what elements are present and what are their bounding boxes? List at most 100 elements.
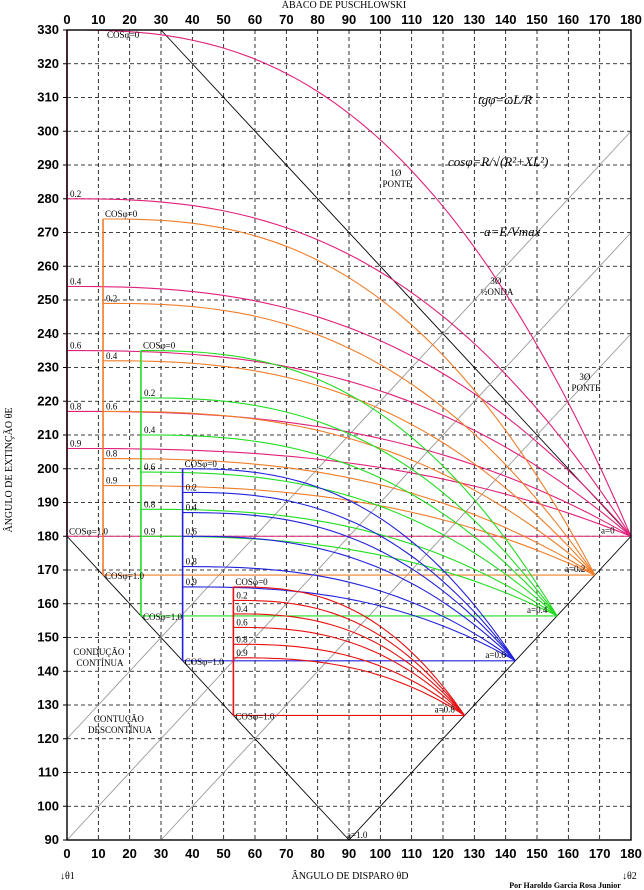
curve-a=0.8-cos-0.6 — [233, 626, 465, 716]
x-tick-bottom-150: 150 — [526, 846, 548, 861]
curve-a=0.6-cos-0.8 — [182, 566, 516, 662]
x-tick-bottom-20: 20 — [122, 846, 136, 861]
curve-a=0.8-cos-0 — [233, 586, 466, 716]
curve-a=0.4-cos-0 — [140, 350, 558, 617]
x-tick-top-30: 30 — [154, 12, 168, 27]
cos1-label-a=0.4: COSφ=1.0 — [143, 612, 183, 622]
y-tick-300: 300 — [37, 123, 59, 138]
x-tick-top-150: 150 — [526, 12, 548, 27]
cos1-label-a=0: COSφ=1.0 — [69, 526, 109, 536]
cos0-label-a=0.4: COSφ=0 — [143, 341, 176, 351]
a-label-a=0.4: a=0.4 — [527, 605, 548, 615]
region-3phase-half-line1: 3Ø — [490, 276, 502, 286]
curve-a=0.8-cos-0.4 — [233, 613, 466, 716]
y-tick-180: 180 — [37, 528, 59, 543]
y-tick-250: 250 — [37, 292, 59, 307]
x-tick-top-140: 140 — [495, 12, 517, 27]
cos-label-a=0-0.9: 0.9 — [70, 439, 82, 449]
x-tick-bottom-0: 0 — [63, 846, 70, 861]
x-tick-bottom-140: 140 — [495, 846, 517, 861]
y-tick-220: 220 — [37, 393, 59, 408]
boundary-cos0 — [160, 29, 632, 537]
cos-label-a=0.4-0.2: 0.2 — [144, 388, 155, 398]
cos-label-a=0-0.8: 0.8 — [70, 401, 82, 411]
region-continuous-line1: CONDUÇÃO — [73, 647, 125, 657]
cos-label-a=0.2-0.4: 0.4 — [106, 351, 118, 361]
x-tick-bottom-130: 130 — [463, 846, 485, 861]
x-tick-top-0: 0 — [63, 12, 70, 27]
x-tick-bottom-50: 50 — [216, 846, 230, 861]
a-label-a=0.6: a=0.6 — [485, 650, 506, 660]
x-tick-top-130: 130 — [463, 12, 485, 27]
y-tick-160: 160 — [37, 596, 59, 611]
x-tick-top-180: 180 — [620, 12, 642, 27]
y-tick-320: 320 — [37, 56, 59, 71]
curve-a=0.4-cos-0.6 — [140, 471, 558, 617]
x-tick-top-120: 120 — [432, 12, 454, 27]
gray-diag-3 — [160, 333, 632, 841]
cos1-label-a=0.8: COSφ=1.0 — [235, 711, 275, 721]
cos-label-a=0.4-0.8: 0.8 — [144, 499, 156, 509]
curve-a=0.8-cos-0.9 — [233, 657, 465, 716]
region-3phase-half-line2: ½ONDA — [481, 287, 514, 297]
x-tick-bottom-90: 90 — [342, 846, 356, 861]
chart-title: ÁBACO DE PUSCHLOWSKI — [282, 0, 406, 11]
region-3phase-bridge-line1: 3Ø — [579, 372, 591, 382]
region-3phase-bridge-line2: PONTE — [572, 383, 602, 393]
x-tick-bottom-110: 110 — [401, 846, 422, 861]
x-tick-top-110: 110 — [401, 12, 422, 27]
region-1phase-bridge-line2: PONTE — [383, 179, 413, 189]
region-continuous-line2: CONTÍNUA — [77, 658, 124, 668]
formula-tg: tgφ=ωL/R — [478, 92, 532, 107]
cos-label-a=0.8-0.2: 0.2 — [236, 590, 247, 600]
curve-a=0.8-cos-0.8 — [233, 643, 465, 716]
cos-label-a=0.8-0.4: 0.4 — [236, 604, 248, 614]
y-tick-330: 330 — [37, 22, 59, 37]
cos1-label-a=0.6: COSφ=1.0 — [185, 657, 225, 667]
x-tick-top-90: 90 — [342, 12, 356, 27]
x-tick-bottom-10: 10 — [91, 846, 105, 861]
theta2-label: ↓θ2 — [622, 871, 637, 882]
x-tick-bottom-160: 160 — [557, 846, 579, 861]
y-tick-190: 190 — [37, 495, 59, 510]
x-tick-bottom-30: 30 — [154, 846, 168, 861]
region-1phase-bridge-line1: 1Ø — [390, 168, 402, 178]
a-label-a=0: a=0 — [601, 525, 615, 535]
region-1phase-bridge: 1Ø PONTE — [383, 168, 413, 189]
x-tick-bottom-170: 170 — [589, 846, 611, 861]
y-tick-270: 270 — [37, 225, 59, 240]
cos-label-a=0.6-0.2: 0.2 — [186, 482, 197, 492]
y-tick-210: 210 — [37, 427, 59, 442]
x-tick-top-60: 60 — [248, 12, 262, 27]
cos1-label-a=0.2: COSφ=1.0 — [105, 571, 145, 581]
x-tick-top-10: 10 — [91, 12, 105, 27]
boundary-right — [348, 535, 632, 841]
y-tick-140: 140 — [37, 663, 59, 678]
curve-a=0.2-cos-0.8 — [103, 458, 596, 576]
curve-a=0-cos-0.6 — [67, 350, 632, 537]
curve-a=0-cos-0.4 — [67, 285, 632, 537]
y-tick-230: 230 — [37, 360, 59, 375]
curve-a=0.2-cos-0 — [103, 218, 596, 576]
cos0-label-a=0.6: COSφ=0 — [185, 459, 218, 469]
curve-a=0.2-cos-0.2 — [103, 302, 596, 576]
y-tick-280: 280 — [37, 191, 59, 206]
cos-label-a=0.8-0.8: 0.8 — [236, 634, 248, 644]
cos-label-a=0.8-0.6: 0.6 — [236, 617, 248, 627]
formula-cos: cosφ=R/√(R²+XL²) — [448, 154, 548, 169]
x-tick-top-80: 80 — [310, 12, 324, 27]
y-axis-label: ÂNGULO DE EXTINÇÃO θE — [3, 407, 15, 532]
curve-labels: COSφ=0 COSφ=1.0 0.2 0.4 0.6 0.8 0.9 a=0 COSφ=0 CO… — [69, 30, 615, 840]
x-tick-top-40: 40 — [185, 12, 199, 27]
x-axis-label: ÂNGULO DE DISPARO θD — [292, 870, 409, 882]
x-tick-top-160: 160 — [557, 12, 579, 27]
curve-a=0-cos-0.8 — [67, 410, 632, 537]
x-tick-top-50: 50 — [216, 12, 230, 27]
cos-label-a=0.6-0.9: 0.9 — [186, 577, 198, 587]
cos0-label-a=0: COSφ=0 — [107, 30, 140, 40]
curve-a=0.4-cos-0.4 — [140, 434, 558, 617]
y-tick-240: 240 — [37, 326, 59, 341]
cos-label-a=0.4-0.9: 0.9 — [144, 526, 156, 536]
y-tick-150: 150 — [37, 630, 59, 645]
cos-label-a=0.6-0.4: 0.4 — [186, 503, 198, 513]
